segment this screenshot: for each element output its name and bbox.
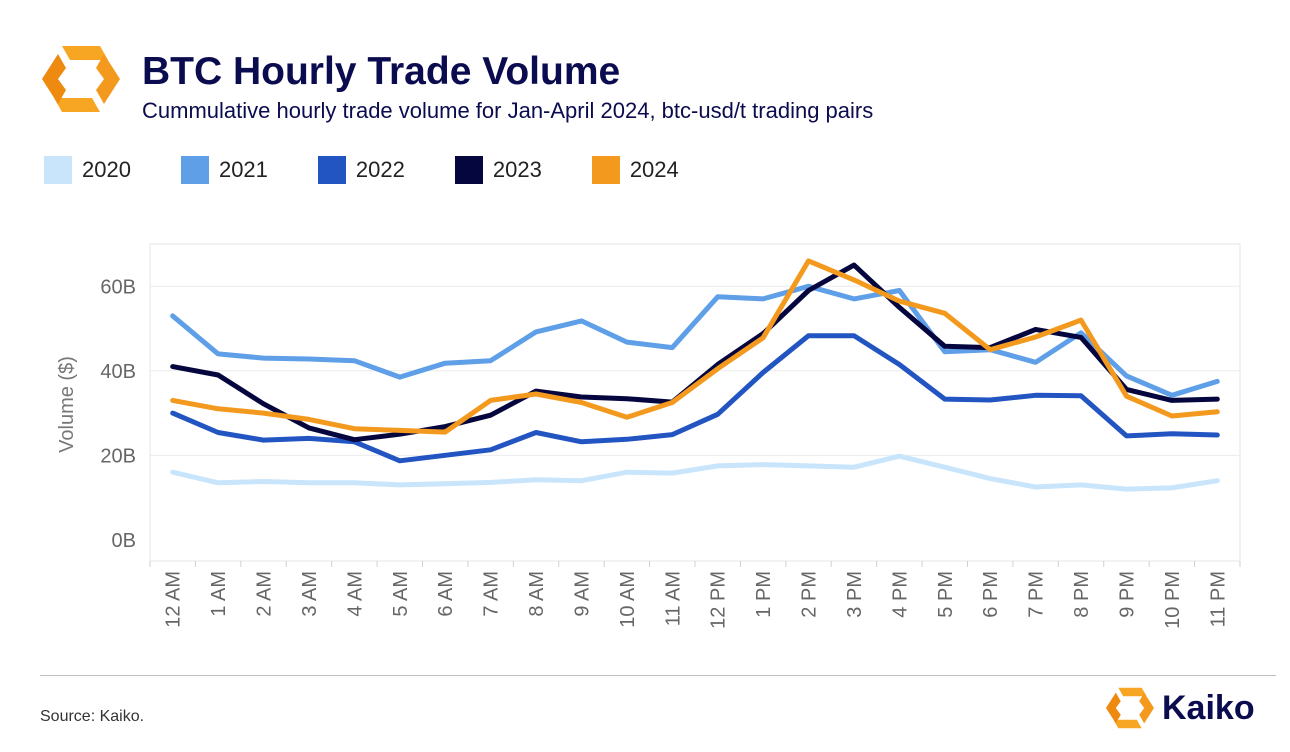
chart-subtitle: Cummulative hourly trade volume for Jan-…: [142, 98, 874, 123]
legend-label: 2023: [492, 157, 542, 182]
legend-label: 2024: [629, 157, 679, 182]
x-tick-label: 8 AM: [526, 571, 548, 617]
series-line-2021: [170, 283, 1220, 398]
legend: 2020 2021 2022 2023 2024: [44, 156, 729, 184]
x-tick-label: 6 AM: [435, 571, 457, 617]
series-line-2020: [170, 453, 1220, 492]
legend-swatch: [317, 156, 346, 184]
x-tick-label: 1 PM: [753, 571, 775, 618]
legend-label: 2021: [218, 157, 268, 182]
legend-item-2024: 2024: [591, 156, 679, 184]
x-tick-label: 12 AM: [163, 571, 185, 628]
legend-swatch: [180, 156, 209, 184]
brand-mark: Kaiko: [1106, 686, 1255, 730]
legend-label: 2022: [355, 157, 405, 182]
x-tick-label: 3 AM: [299, 571, 321, 617]
legend-swatch: [591, 156, 620, 184]
x-tick-label: 10 PM: [1162, 571, 1184, 629]
y-tick-label: 20B: [100, 445, 136, 467]
kaiko-logo: [42, 46, 120, 112]
y-axis-label: Volume ($): [56, 356, 78, 453]
legend-swatch: [454, 156, 483, 184]
source-note: Source: Kaiko.: [40, 708, 145, 725]
kaiko-logo-small: [1106, 687, 1154, 729]
x-tick-label: 7 PM: [1026, 571, 1048, 618]
legend-item-2021: 2021: [180, 156, 268, 184]
x-tick-label: 1 AM: [208, 571, 230, 617]
x-tick-label: 5 AM: [390, 571, 412, 617]
legend-item-2023: 2023: [454, 156, 542, 184]
x-tick-label: 2 PM: [799, 571, 821, 618]
y-tick-label: 60B: [100, 276, 136, 298]
x-tick-label: 7 AM: [481, 571, 503, 617]
x-tick-label: 10 AM: [617, 571, 639, 628]
x-tick-label: 3 PM: [844, 571, 866, 618]
series-line-2024: [170, 258, 1220, 435]
x-tick-label: 9 AM: [571, 571, 593, 617]
x-tick-label: 12 PM: [708, 571, 730, 629]
legend-item-2020: 2020: [44, 156, 131, 184]
x-tick-label: 8 PM: [1071, 571, 1093, 618]
legend-swatch: [44, 156, 72, 184]
legend-item-2022: 2022: [317, 156, 405, 184]
series-line-2023: [170, 262, 1220, 443]
y-tick-label: 0B: [112, 530, 136, 552]
brand-name: Kaiko: [1162, 688, 1255, 727]
x-tick-label: 6 PM: [980, 571, 1002, 618]
y-tick-label: 40B: [100, 361, 136, 383]
chart-title: BTC Hourly Trade Volume: [142, 50, 621, 93]
plot-area: [149, 243, 1241, 562]
footer-divider: [40, 675, 1276, 676]
x-tick-label: 4 AM: [344, 571, 366, 617]
legend-label: 2020: [82, 157, 131, 182]
x-tick-label: 2 AM: [254, 571, 276, 617]
x-tick-label: 11 PM: [1207, 571, 1229, 627]
x-tick-label: 11 AM: [662, 571, 684, 626]
x-tick-label: 5 PM: [935, 571, 957, 618]
x-tick-label: 9 PM: [1116, 571, 1138, 618]
x-tick-label: 4 PM: [889, 571, 911, 618]
series-line-2022: [170, 333, 1220, 464]
